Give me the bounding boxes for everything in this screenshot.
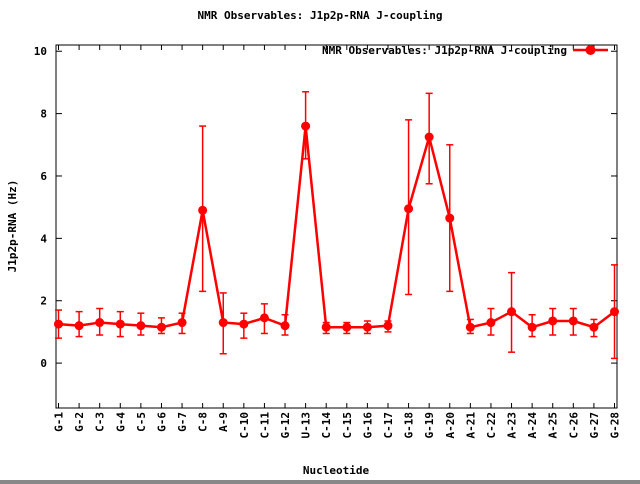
data-point-marker [404, 204, 414, 214]
data-point-marker [239, 319, 249, 329]
x-tick-label: C-17 [382, 412, 395, 439]
x-tick-label: G-18 [403, 412, 416, 439]
data-point-marker [362, 322, 372, 332]
x-axis-label: Nucleotide [303, 464, 370, 477]
data-points [54, 121, 619, 332]
data-point-marker [610, 307, 619, 317]
x-tick-label: C-26 [567, 412, 580, 439]
data-point-marker [445, 213, 455, 223]
data-point-marker [383, 321, 393, 331]
legend-marker [585, 45, 596, 55]
data-point-marker [301, 121, 311, 131]
x-tick-label: G-19 [423, 412, 436, 439]
data-point-marker [424, 132, 434, 142]
y-tick-label: 0 [40, 357, 47, 370]
x-tick-label: G-16 [361, 412, 374, 439]
x-tick-label: U-13 [300, 412, 313, 439]
data-point-marker [568, 316, 578, 326]
plot-border [55, 44, 618, 409]
x-tick-label: C-14 [320, 412, 333, 439]
x-tick-label: G-6 [155, 412, 168, 432]
y-tick-label: 4 [40, 232, 47, 245]
data-point-marker [74, 321, 84, 331]
legend-label: NMR Observables: J1p2p-RNA J-coupling [322, 44, 567, 57]
data-point-marker [156, 322, 166, 332]
x-tick-label: A-25 [547, 412, 560, 439]
x-tick-label: C-10 [238, 412, 251, 439]
data-point-marker [486, 318, 496, 328]
x-tick-label: G-7 [176, 412, 189, 432]
x-tick-label: G-12 [279, 412, 292, 439]
data-point-marker [527, 322, 537, 332]
data-point-marker [136, 321, 146, 331]
x-axis-ticks: G-1 G-2 C-3 G-4 C-5 G-6 G-7 C-8 A-9 C-10 C-11 G-12 U… [53, 45, 622, 439]
data-point-marker [259, 313, 269, 323]
data-point-marker [465, 322, 475, 332]
legend-sample [573, 45, 608, 55]
x-tick-label: G-1 [53, 412, 66, 432]
x-tick-label: C-8 [197, 412, 210, 432]
x-tick-label: C-22 [485, 412, 498, 439]
y-tick-label: 2 [40, 295, 47, 308]
data-point-marker [95, 318, 105, 328]
x-tick-label: G-2 [73, 412, 86, 432]
data-point-marker [589, 322, 599, 332]
data-point-marker [342, 322, 352, 332]
series-line [58, 124, 616, 329]
x-tick-label: A-23 [506, 412, 519, 439]
error-bars [55, 91, 618, 360]
data-point-marker [280, 321, 290, 331]
y-axis-label: J1p2p-RNA (Hz) [6, 180, 19, 273]
data-point-marker [218, 318, 228, 328]
x-tick-label: A-21 [464, 412, 477, 439]
y-tick-label: 8 [40, 108, 47, 121]
x-tick-label: C-15 [341, 412, 354, 439]
x-tick-label: C-11 [258, 412, 271, 439]
x-tick-label: A-24 [526, 412, 539, 439]
data-point-marker [115, 319, 125, 329]
plot-area: 0 2 4 6 8 10 G-1 G-2 C-3 G-4 C-5 G-6 G-7 C-8 A-9 C-10 C-… [34, 44, 622, 439]
data-point-marker [54, 319, 63, 329]
x-tick-label: A-9 [217, 412, 230, 432]
data-point-marker [321, 322, 331, 332]
x-tick-label: C-3 [94, 412, 107, 432]
data-point-marker [177, 318, 187, 328]
y-axis-ticks: 0 2 4 6 8 10 [34, 45, 617, 370]
data-point-marker [548, 316, 558, 326]
chart-title: NMR Observables: J1p2p-RNA J-coupling [197, 9, 442, 22]
x-tick-label: G-4 [114, 412, 127, 432]
y-tick-label: 10 [34, 45, 47, 58]
x-tick-label: C-5 [135, 412, 148, 432]
y-tick-label: 6 [40, 170, 47, 183]
data-point-marker [507, 307, 517, 317]
data-point-marker [198, 205, 208, 215]
x-tick-label: G-28 [609, 412, 622, 439]
x-tick-label: G-27 [588, 412, 601, 439]
x-tick-label: A-20 [444, 412, 457, 439]
